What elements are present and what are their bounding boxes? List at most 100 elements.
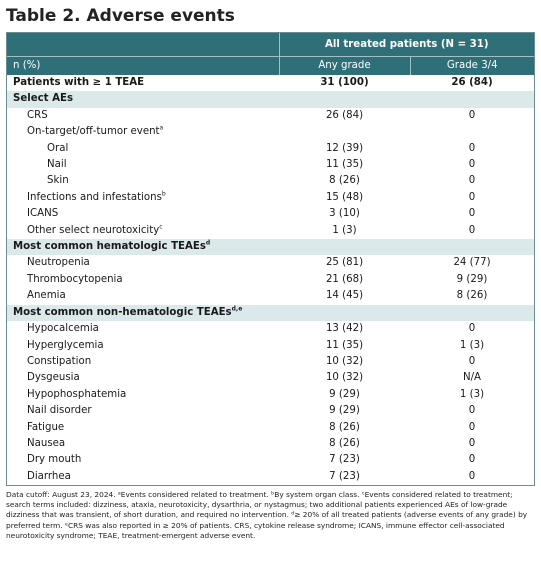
table-body: Patients with ≥ 1 TEAE 31 (100) 26 (84) Sel… xyxy=(7,75,534,485)
row-label: Constipation xyxy=(7,354,279,370)
adverse-events-table-panel: All treated patients (N = 31) n (%) Any … xyxy=(6,32,535,486)
grade-3-4-value xyxy=(410,304,534,322)
header-grade-3-4: Grade 3/4 xyxy=(409,56,534,75)
row-label-text: Skin xyxy=(47,175,69,187)
grade-3-4-value: 0 xyxy=(468,323,476,335)
row-label-text: Other select neurotoxicity xyxy=(27,224,160,236)
row-label-text: Dysgeusia xyxy=(27,372,80,384)
grade-3-4-value xyxy=(410,91,534,108)
footnote-marker: a xyxy=(159,124,164,132)
table-row: Fatigue 8 (26) 0 xyxy=(7,420,534,436)
grade-3-4-value: 0 xyxy=(468,437,476,449)
row-label: Hypocalcemia xyxy=(7,321,279,337)
table-row: Oral 12 (39) 0 xyxy=(7,141,534,157)
table-row: Dry mouth 7 (23) 0 xyxy=(7,452,534,468)
row-label-text: Hypophosphatemia xyxy=(27,388,127,400)
grade-3-4-value: 9 (29) xyxy=(456,273,488,285)
row-label-text: Select AEs xyxy=(13,93,74,105)
row-label-text: Patients with ≥ 1 TEAE xyxy=(13,77,145,88)
row-label: Infections and infestationsb xyxy=(7,190,279,206)
any-grade-value: 9 (29) xyxy=(329,405,360,417)
row-label-text: Nail xyxy=(47,159,67,171)
row-label-text: Most common non-hematologic TEAEs xyxy=(13,306,232,318)
row-label: Nail disorder xyxy=(7,403,279,419)
table-row: Hyperglycemia 11 (35) 1 (3) xyxy=(7,338,534,354)
any-grade-value: 10 (32) xyxy=(325,355,364,367)
table-row: Other select neurotoxicityc 1 (3) 0 xyxy=(7,223,534,239)
grade-3-4-value: 0 xyxy=(468,405,476,417)
any-grade-value xyxy=(279,304,410,322)
grade-3-4-value: 0 xyxy=(468,224,476,236)
any-grade-value: 3 (10) xyxy=(329,208,360,220)
row-label-text: Infections and infestations xyxy=(27,191,162,203)
row-label: Anemia xyxy=(7,288,279,304)
grade-3-4-value: N/A xyxy=(462,372,482,384)
row-label-text: Dry mouth xyxy=(27,454,82,466)
row-label-text: ICANS xyxy=(27,208,59,220)
row-label: Diarrhea xyxy=(7,469,279,485)
grade-3-4-value: 0 xyxy=(468,159,476,171)
table-row: Hypophosphatemia 9 (29) 1 (3) xyxy=(7,387,534,403)
grade-3-4-value: 0 xyxy=(468,421,476,433)
any-grade-value: 15 (48) xyxy=(325,191,364,203)
grade-3-4-value xyxy=(410,239,534,256)
row-label: Dysgeusia xyxy=(7,370,279,386)
table-row: Dysgeusia 10 (32) N/A xyxy=(7,370,534,386)
row-label-text: Most common hematologic TEAEs xyxy=(13,241,206,253)
table-row: Nail disorder 9 (29) 0 xyxy=(7,403,534,419)
row-label: Most common non-hematologic TEAEsd,e xyxy=(7,304,279,322)
header-any-grade: Any grade xyxy=(278,56,410,75)
table-row: Nausea 8 (26) 0 xyxy=(7,436,534,452)
row-label-text: On-target/off-tumor event xyxy=(27,126,160,138)
grade-3-4-value: 0 xyxy=(468,175,476,187)
row-label-text: Constipation xyxy=(27,355,92,367)
any-grade-value xyxy=(279,91,410,108)
any-grade-value: 26 (84) xyxy=(325,109,364,121)
footnote-marker: b xyxy=(161,190,166,198)
adverse-events-table: All treated patients (N = 31) n (%) Any … xyxy=(7,33,534,485)
table-row: CRS 26 (84) 0 xyxy=(7,108,534,124)
grade-3-4-value: 26 (84) xyxy=(451,77,493,88)
row-label: Most common hematologic TEAEsd xyxy=(7,239,279,256)
grade-3-4-value: 1 (3) xyxy=(459,388,485,400)
header-group-row: All treated patients (N = 31) xyxy=(7,33,534,57)
section-row: Most common hematologic TEAEsd xyxy=(7,239,534,256)
any-grade-value: 8 (26) xyxy=(329,175,360,187)
row-label: Thrombocytopenia xyxy=(7,272,279,288)
table-row: Diarrhea 7 (23) 0 xyxy=(7,469,534,485)
any-grade-value: 8 (26) xyxy=(329,437,360,449)
row-label: Nail xyxy=(7,157,279,173)
row-label: Patients with ≥ 1 TEAE xyxy=(7,75,279,91)
any-grade-value: 7 (23) xyxy=(329,454,360,466)
row-label: Select AEs xyxy=(7,91,279,108)
table-row: Thrombocytopenia 21 (68) 9 (29) xyxy=(7,272,534,288)
row-label-text: Nausea xyxy=(27,437,66,449)
grade-3-4-value: 0 xyxy=(468,470,476,482)
row-label: ICANS xyxy=(7,206,279,222)
table-row: Neutropenia 25 (81) 24 (77) xyxy=(7,255,534,271)
header-blank xyxy=(7,33,279,57)
row-label-text: Oral xyxy=(47,142,69,154)
table-row: Constipation 10 (32) 0 xyxy=(7,354,534,370)
row-label: Dry mouth xyxy=(7,452,279,468)
row-label-text: Nail disorder xyxy=(27,405,92,417)
table-row: Patients with ≥ 1 TEAE 31 (100) 26 (84) xyxy=(7,75,534,91)
footnote-marker: d xyxy=(205,239,211,247)
row-label: Nausea xyxy=(7,436,279,452)
row-label: Oral xyxy=(7,141,279,157)
table-row: ICANS 3 (10) 0 xyxy=(7,206,534,222)
grade-3-4-value: 0 xyxy=(468,454,476,466)
footnote-marker: c xyxy=(159,223,163,231)
grade-3-4-value: 24 (77) xyxy=(453,257,491,269)
row-label: Neutropenia xyxy=(7,255,279,271)
row-label-text: Diarrhea xyxy=(27,470,71,482)
table-row: Skin 8 (26) 0 xyxy=(7,173,534,189)
table-row: Nail 11 (35) 0 xyxy=(7,157,534,173)
row-label: Hypophosphatemia xyxy=(7,387,279,403)
any-grade-value: 13 (42) xyxy=(325,323,364,335)
grade-3-4-value: 0 xyxy=(468,142,476,154)
table-row: On-target/off-tumor eventa xyxy=(7,124,534,140)
any-grade-value: 25 (81) xyxy=(325,257,364,269)
grade-3-4-value: 0 xyxy=(468,355,476,367)
grade-3-4-value: 0 xyxy=(468,109,476,121)
